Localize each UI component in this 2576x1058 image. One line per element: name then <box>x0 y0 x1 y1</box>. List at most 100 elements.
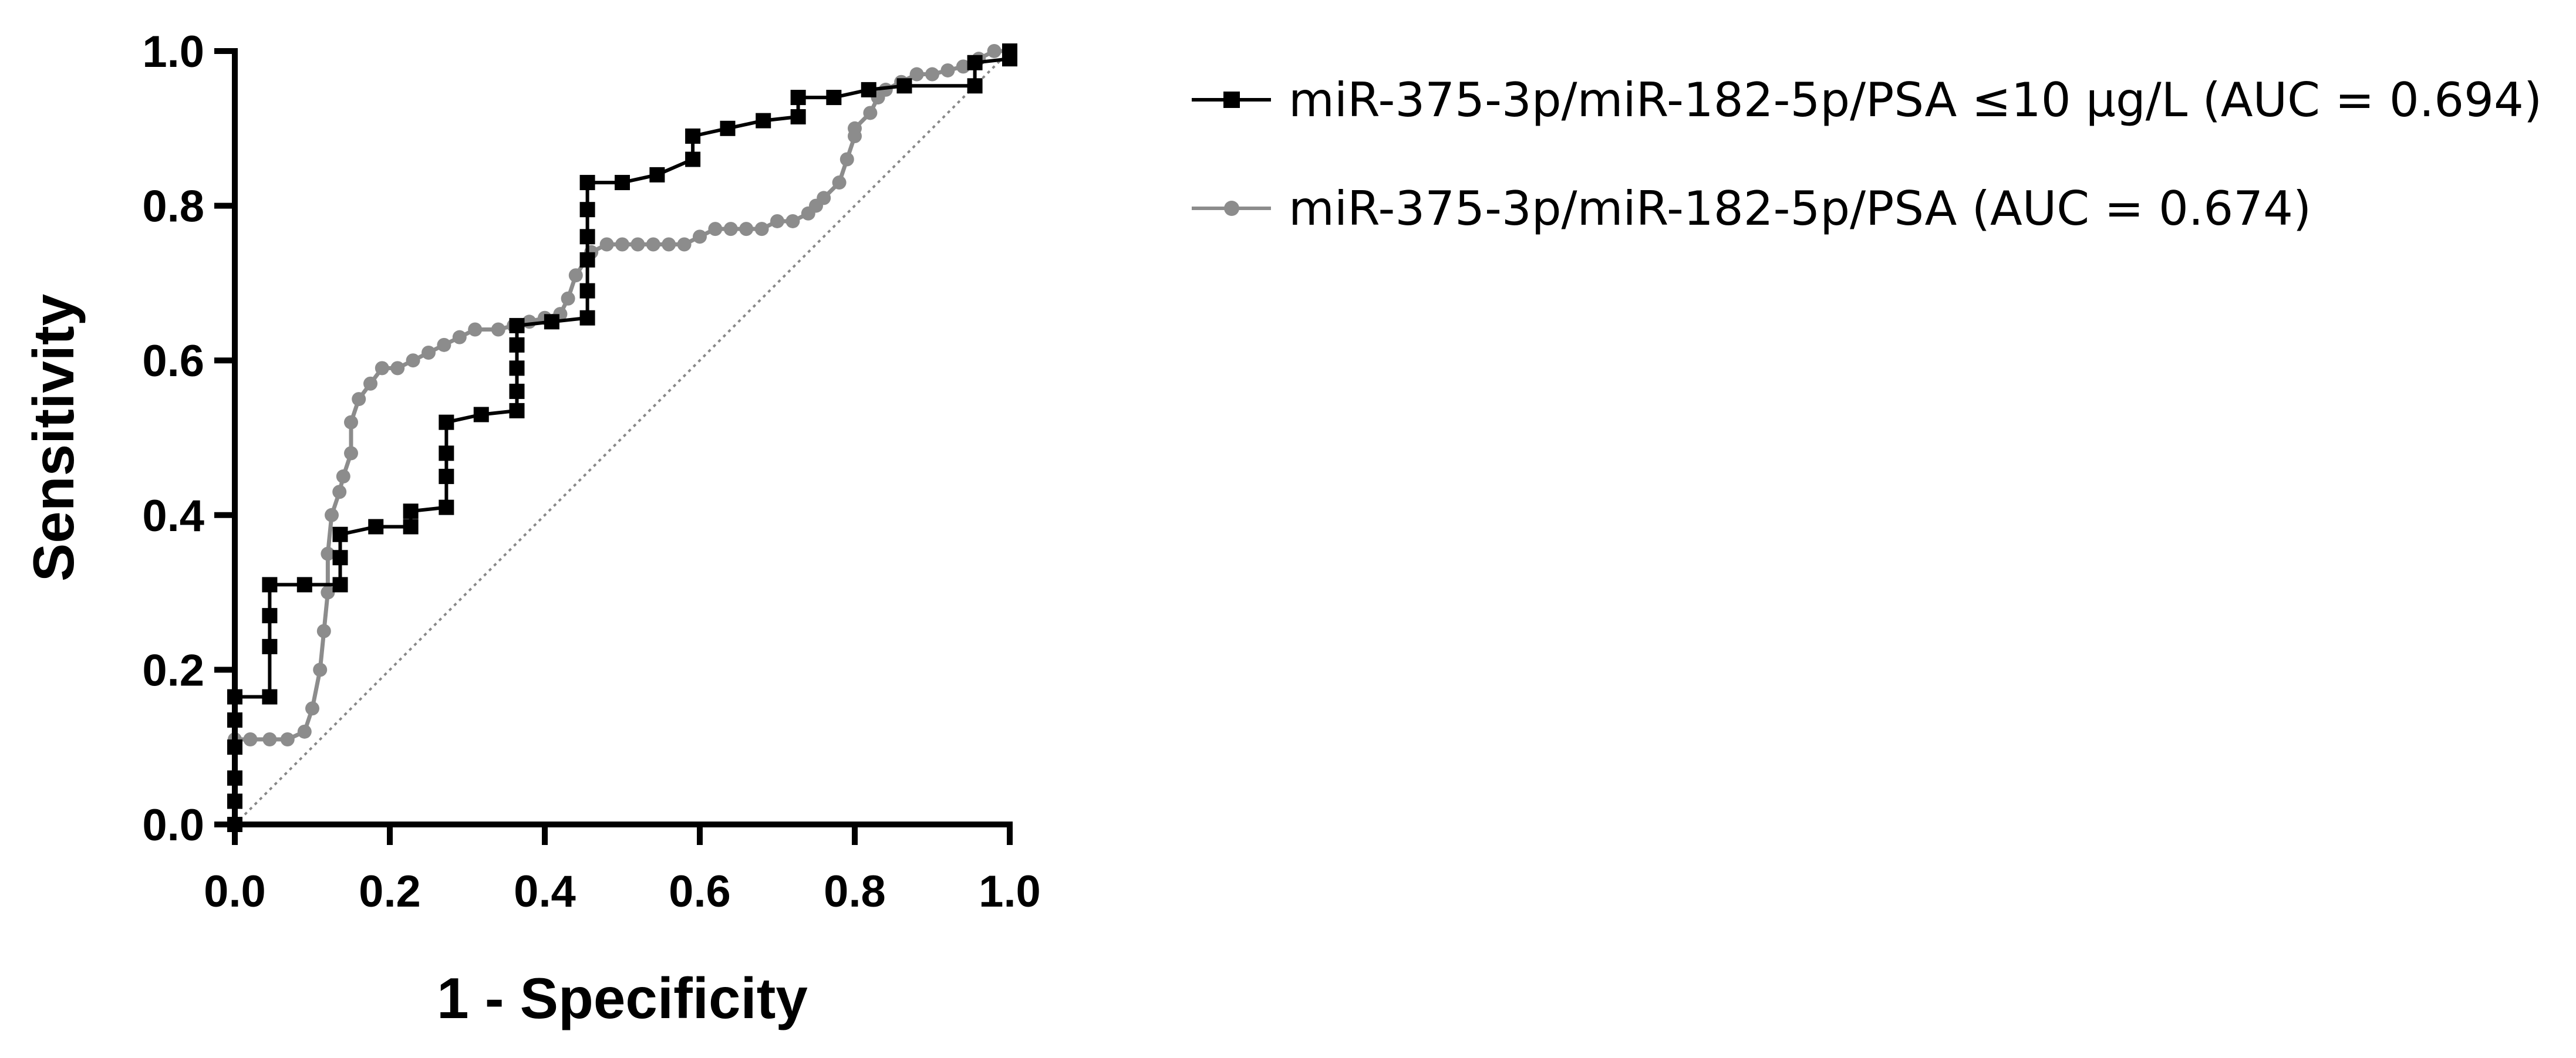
data-point <box>790 109 806 125</box>
data-point <box>561 291 575 306</box>
data-point <box>316 624 331 638</box>
data-point <box>313 662 328 677</box>
data-point <box>509 317 525 333</box>
x-tick-label: 0.0 <box>204 867 266 917</box>
data-point <box>649 167 665 182</box>
data-point <box>321 546 335 561</box>
series-1 <box>227 43 1017 832</box>
data-point <box>403 519 419 535</box>
legend-marker-series-2 <box>1224 201 1239 216</box>
data-point <box>940 63 955 77</box>
data-point <box>568 268 583 283</box>
data-point <box>473 407 489 422</box>
data-point <box>770 214 784 228</box>
data-point <box>262 608 278 624</box>
data-point <box>967 55 983 70</box>
data-point <box>693 229 707 244</box>
data-point <box>861 82 876 97</box>
data-point <box>579 175 595 191</box>
y-tick-label: 1.0 <box>142 27 204 77</box>
data-point <box>685 151 701 167</box>
data-point <box>332 550 348 566</box>
data-point <box>509 337 525 353</box>
data-point <box>363 376 377 391</box>
data-point <box>403 503 419 519</box>
y-axis-title: Sensitivity <box>21 294 86 582</box>
legend-label-series-1: miR-375-3p/miR-182-5p/PSA ≤10 μg/L (AUC … <box>1289 73 2542 127</box>
axes: 0.0 0.2 0.4 0.6 0.8 1.0 0.0 0.2 0.4 0.6 0.8 1.0 <box>142 27 1040 917</box>
data-point <box>646 237 660 252</box>
data-point <box>817 191 831 205</box>
data-point <box>909 67 924 82</box>
data-point <box>579 310 595 326</box>
data-point <box>305 701 319 716</box>
y-tick-label: 0.0 <box>142 800 204 850</box>
data-point <box>579 202 595 218</box>
data-point <box>439 445 454 461</box>
y-tick-label: 0.6 <box>142 336 204 386</box>
data-point <box>491 322 505 337</box>
data-point <box>677 237 692 252</box>
x-tick-label: 0.6 <box>669 867 731 917</box>
data-point <box>544 314 559 330</box>
data-point <box>863 106 878 120</box>
data-point <box>615 237 629 252</box>
legend: miR-375-3p/miR-182-5p/PSA ≤10 μg/L (AUC … <box>1192 73 2542 236</box>
data-point <box>262 689 278 705</box>
legend-label-series-2: miR-375-3p/miR-182-5p/PSA (AUC = 0.674) <box>1289 181 2311 236</box>
data-point <box>325 508 339 522</box>
data-point <box>685 128 701 144</box>
legend-marker-series-1 <box>1223 92 1240 108</box>
data-point <box>739 222 754 236</box>
data-point <box>468 322 483 337</box>
data-point <box>826 90 842 106</box>
data-point <box>790 90 806 106</box>
data-point <box>439 414 454 430</box>
data-point <box>987 44 1002 58</box>
x-tick-label: 0.4 <box>514 867 576 917</box>
data-point <box>579 283 595 299</box>
x-tick-label: 1.0 <box>979 867 1041 917</box>
y-tick-label: 0.8 <box>142 182 204 232</box>
x-tick-label: 0.8 <box>824 867 886 917</box>
data-point <box>375 361 389 376</box>
data-point <box>839 152 854 167</box>
data-point <box>332 485 347 499</box>
data-point <box>925 67 939 82</box>
data-point <box>630 237 645 252</box>
data-point <box>406 353 420 368</box>
data-point <box>723 222 738 236</box>
data-point <box>615 175 630 191</box>
data-point <box>452 330 467 344</box>
data-point <box>336 469 350 484</box>
data-point <box>848 121 862 136</box>
data-point <box>720 120 736 136</box>
data-point <box>243 732 258 747</box>
data-point <box>754 222 769 236</box>
data-point <box>262 638 278 654</box>
data-point <box>262 577 278 593</box>
y-tick-label: 0.2 <box>142 645 204 695</box>
data-point <box>332 526 348 542</box>
data-point <box>708 222 723 236</box>
data-point <box>437 337 451 352</box>
data-point <box>352 392 366 407</box>
data-point <box>262 732 277 747</box>
y-tick-label: 0.4 <box>142 491 204 541</box>
data-point <box>344 446 358 461</box>
data-point <box>785 214 800 228</box>
data-point <box>756 113 771 129</box>
data-point <box>509 360 525 376</box>
data-point <box>321 585 335 600</box>
series-line-2 <box>235 49 1010 742</box>
data-point <box>662 237 676 252</box>
data-point <box>344 415 358 430</box>
data-point <box>599 237 614 252</box>
data-point <box>422 346 436 360</box>
data-point <box>509 383 525 399</box>
data-point <box>297 724 312 739</box>
data-point <box>967 78 983 94</box>
data-point <box>832 175 847 190</box>
x-axis-title: 1 - Specificity <box>437 966 808 1030</box>
